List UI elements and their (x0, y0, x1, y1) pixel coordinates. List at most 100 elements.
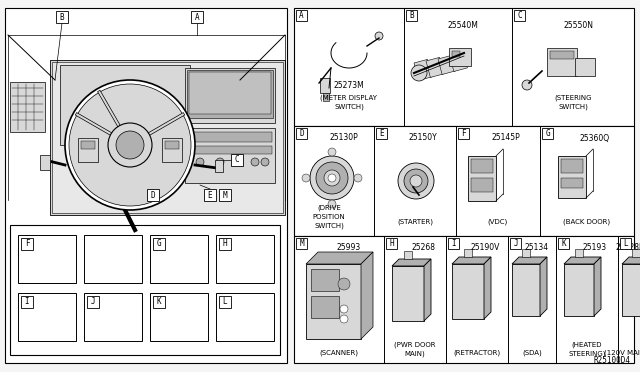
Bar (632, 249, 640, 257)
Bar (311, 296, 339, 318)
Bar (150, 293, 208, 341)
Circle shape (310, 156, 354, 200)
Bar (564, 264, 594, 316)
Bar (153, 296, 165, 308)
Bar (311, 269, 339, 291)
Polygon shape (622, 257, 640, 264)
Text: STEERING): STEERING) (568, 351, 605, 357)
Bar (10, 225, 280, 355)
Polygon shape (564, 257, 601, 264)
Circle shape (354, 174, 362, 182)
Bar (147, 189, 159, 201)
Bar (452, 51, 460, 57)
Circle shape (340, 305, 348, 313)
Circle shape (108, 123, 152, 167)
Bar (575, 249, 583, 257)
Circle shape (404, 169, 428, 193)
Bar (296, 10, 307, 21)
Text: MAIN): MAIN) (404, 351, 426, 357)
Bar (87, 296, 99, 308)
Bar (78, 138, 98, 162)
Text: (METER DISPLAY: (METER DISPLAY (321, 95, 378, 101)
Text: I: I (451, 239, 456, 248)
Bar (376, 128, 387, 139)
Circle shape (302, 174, 310, 182)
Bar (84, 293, 142, 341)
Bar (386, 238, 397, 249)
Bar (204, 189, 216, 201)
Text: 25273M: 25273M (333, 81, 364, 90)
Bar (471, 159, 493, 173)
Circle shape (375, 32, 383, 40)
Bar (450, 53, 467, 71)
Bar (550, 51, 574, 59)
Text: K: K (561, 239, 566, 248)
Text: E: E (208, 190, 212, 199)
Polygon shape (452, 257, 491, 264)
Bar (189, 72, 271, 114)
Text: J: J (91, 298, 95, 307)
Bar (296, 128, 307, 139)
Bar (219, 189, 231, 201)
Bar (215, 160, 223, 172)
Text: (STEERING: (STEERING (554, 95, 592, 101)
Text: 25150Y: 25150Y (408, 134, 437, 142)
Bar (231, 154, 243, 166)
Polygon shape (392, 259, 431, 266)
Text: J: J (513, 239, 518, 248)
Bar (219, 238, 231, 250)
Text: 25328M: 25328M (616, 244, 640, 253)
Text: R25100D4: R25100D4 (593, 356, 630, 365)
Bar (81, 141, 95, 149)
Bar (219, 296, 231, 308)
Circle shape (398, 163, 434, 199)
Text: (SCANNER): (SCANNER) (319, 350, 358, 356)
Text: A: A (299, 11, 304, 20)
Bar (392, 266, 424, 321)
Bar (323, 93, 329, 101)
Polygon shape (361, 252, 373, 339)
Circle shape (251, 158, 259, 166)
Bar (187, 70, 273, 118)
Polygon shape (424, 259, 431, 321)
Bar (50, 60, 285, 215)
Text: (120V MAIN): (120V MAIN) (604, 350, 640, 356)
Text: C: C (517, 11, 522, 20)
Bar (191, 11, 203, 23)
Text: POSITION: POSITION (312, 214, 346, 220)
Bar (575, 58, 595, 76)
Bar (185, 68, 275, 123)
Bar (468, 156, 496, 201)
Bar (153, 238, 165, 250)
Text: F: F (461, 129, 466, 138)
Circle shape (411, 65, 427, 81)
Bar (452, 264, 484, 319)
Text: K: K (157, 298, 161, 307)
Bar (320, 78, 330, 93)
Circle shape (316, 162, 348, 194)
Bar (294, 8, 634, 126)
Bar (296, 238, 307, 249)
Circle shape (328, 200, 336, 208)
Polygon shape (594, 257, 601, 316)
Bar (150, 235, 208, 283)
Bar (558, 238, 569, 249)
Text: G: G (545, 129, 550, 138)
Bar (188, 146, 272, 154)
Text: (PWR DOOR: (PWR DOOR (394, 342, 436, 348)
Text: (DRIVE: (DRIVE (317, 205, 341, 211)
Bar (216, 293, 274, 341)
Bar (18, 293, 76, 341)
Polygon shape (540, 257, 547, 316)
Bar (561, 159, 583, 173)
Text: L: L (623, 239, 628, 248)
Bar (406, 10, 417, 21)
Text: M: M (223, 190, 227, 199)
Text: (SDA): (SDA) (522, 350, 542, 356)
Bar (448, 238, 459, 249)
Bar (10, 82, 45, 132)
Text: C: C (235, 155, 239, 164)
Bar (162, 138, 182, 162)
Circle shape (338, 278, 350, 290)
Bar (165, 141, 179, 149)
